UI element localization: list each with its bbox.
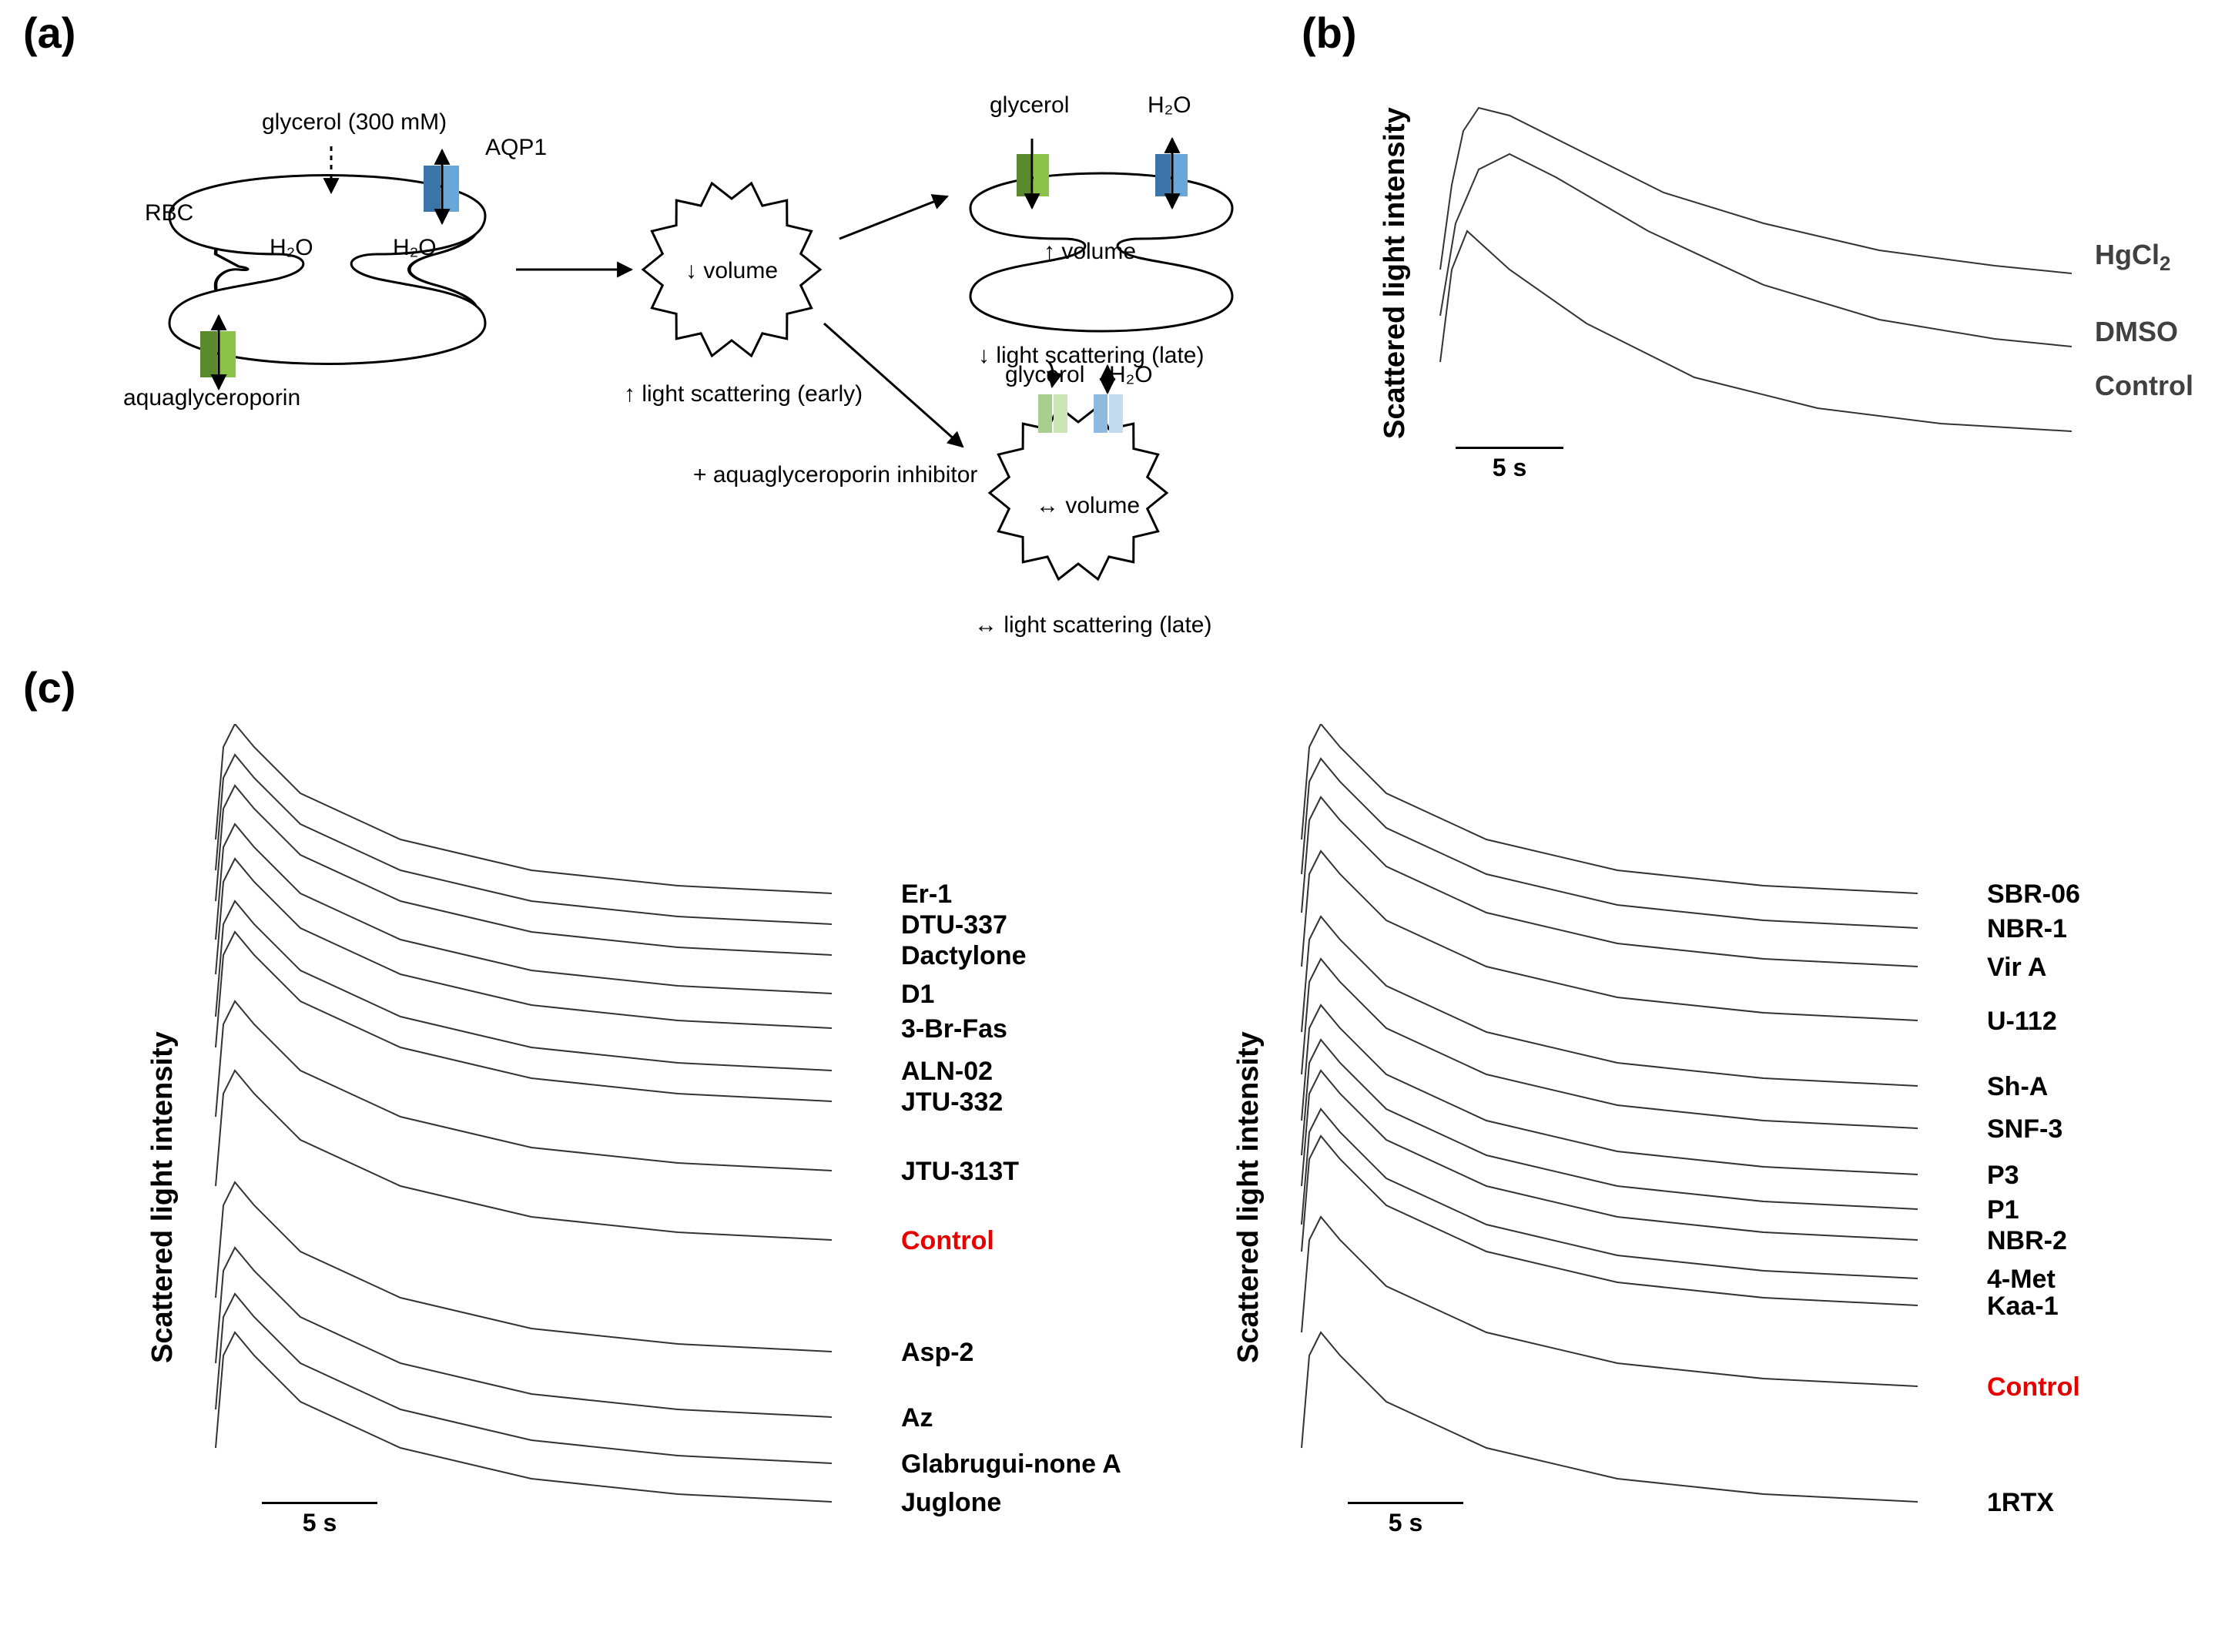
label-SNF-3: SNF-3 (1987, 1114, 2062, 1144)
aqp1-label: AQP1 (485, 135, 547, 161)
panel-a-diagram: glycerol (300 mM) AQP1 RBC H₂O H₂O aquag… (100, 77, 1302, 647)
h2o-4: H₂O (1109, 362, 1153, 388)
trace-Control (1440, 231, 2072, 431)
label-3-Br-Fas: 3-Br-Fas (901, 1014, 1007, 1044)
rbc-1 (169, 146, 485, 389)
label-JTU-313T: JTU-313T (901, 1157, 1019, 1187)
label-NBR-1: NBR-1 (1987, 914, 2067, 944)
panel-c-left-svg (200, 724, 893, 1540)
label-1RTX: 1RTX (1987, 1488, 2054, 1518)
trace-Juglone (216, 1332, 832, 1502)
label-SBR-06: SBR-06 (1987, 880, 2080, 910)
trace-NBR-1 (1302, 759, 1918, 928)
trace-U-112 (1302, 851, 1918, 1020)
label-GlabruguinoneA: Glabrugui-none A (901, 1449, 1121, 1479)
label-DTU-337: DTU-337 (901, 910, 1007, 940)
label-ALN-02: ALN-02 (901, 1057, 993, 1087)
light-early: ↑ light scattering (early) (624, 381, 863, 407)
label-VirA: Vir A (1987, 953, 2046, 983)
panel-c-left-axis: Scattered light intensity (146, 1031, 179, 1363)
label-Asp-2: Asp-2 (901, 1338, 973, 1368)
h2o-1: H₂O (270, 235, 313, 261)
trace-JTU-313T (216, 1001, 832, 1171)
panel-c-right-svg (1286, 724, 1979, 1540)
trace-Er-1 (216, 724, 832, 893)
panel-b-axis-title: Scattered light intensity (1379, 107, 1412, 439)
inhibitor-label: + aquaglyceroporin inhibitor (693, 462, 977, 488)
inhibited-cell (990, 362, 1167, 579)
panel-b-svg (1417, 69, 2110, 485)
label-Az: Az (901, 1403, 933, 1433)
trace-DMSO (1440, 154, 2072, 347)
panel-b-scalebar-text: 5 s (1456, 454, 1563, 482)
glycerol-label-3: glycerol (1005, 362, 1084, 388)
trace-P3 (1302, 1005, 1918, 1174)
label-JTU-332: JTU-332 (901, 1087, 1003, 1118)
panel-b-label: (b) (1302, 8, 1357, 58)
panel-c-left: Scattered light intensity Er-1DTU-337Dac… (131, 724, 1101, 1571)
aquaglyceroporin-label: aquaglyceroporin (123, 385, 300, 411)
label-D1: D1 (901, 980, 934, 1010)
panel-c-right-axis: Scattered light intensity (1232, 1031, 1265, 1363)
label-Kaa-1: Kaa-1 (1987, 1292, 2059, 1322)
panel-b-chart: Scattered light intensity HgCl2 DMSO Con… (1355, 62, 2203, 539)
h2o-2: H₂O (393, 235, 437, 261)
trace-SBR-06 (1302, 724, 1918, 893)
panel-c-left-scalebar: 5 s (262, 1502, 377, 1537)
panel-c-right-scalebar-text: 5 s (1348, 1509, 1463, 1537)
trace-3-Br-Fas (216, 859, 832, 1028)
label-Er-1: Er-1 (901, 880, 952, 910)
volume-down: ↓ volume (685, 258, 778, 284)
trace-Dactylone (216, 786, 832, 955)
label-Sh-A: Sh-A (1987, 1072, 2048, 1102)
panel-c-right-scalebar: 5 s (1348, 1502, 1463, 1537)
trace-DTU-337 (216, 755, 832, 924)
trace-GlabruguinoneA (216, 1294, 832, 1463)
label-U-112: U-112 (1987, 1007, 2057, 1037)
glycerol-300: glycerol (300 mM) (262, 109, 447, 136)
panel-c-chart: Scattered light intensity Er-1DTU-337Dac… (46, 693, 2203, 1633)
h2o-3: H₂O (1148, 92, 1191, 119)
trace-Az (216, 1248, 832, 1417)
trace-ALN-02 (216, 901, 832, 1071)
trace-VirA (1302, 797, 1918, 967)
glycerol-label-2: glycerol (990, 92, 1069, 119)
volume-up: ↑ volume (1044, 239, 1136, 265)
label-Dactylone: Dactylone (901, 941, 1027, 971)
panel-b-scalebar: 5 s (1456, 447, 1563, 482)
label-Control: Control (901, 1226, 994, 1256)
label-hgcl2: HgCl2 (2095, 239, 2170, 276)
trace-HgCl2 (1440, 108, 2072, 273)
volume-same: ↔ volume (1036, 493, 1140, 519)
label-4-Met: 4-Met (1987, 1265, 2056, 1295)
trace-SNF-3 (1302, 959, 1918, 1128)
panel-c-left-scalebar-text: 5 s (262, 1509, 377, 1537)
label-P3: P3 (1987, 1161, 2019, 1191)
label-NBR-2: NBR-2 (1987, 1226, 2067, 1256)
rbc-label: RBC (145, 200, 193, 226)
label-control: Control (2095, 370, 2193, 402)
label-Control: Control (1987, 1372, 2080, 1402)
trace-NBR-2 (1302, 1071, 1918, 1240)
panel-a-label: (a) (23, 8, 75, 58)
panel-c-right: Scattered light intensity SBR-06 NBR-1 Vir… (1217, 724, 2187, 1571)
label-dmso: DMSO (2095, 316, 2178, 348)
trace-1RTX (1302, 1332, 1918, 1502)
trace-Asp-2 (216, 1182, 832, 1352)
trace-4-Met (1302, 1109, 1918, 1278)
light-late-same: ↔ light scattering (late) (974, 612, 1211, 638)
label-P1: P1 (1987, 1195, 2019, 1225)
rbc-2 (970, 139, 1232, 331)
trace-JTU-332 (216, 932, 832, 1101)
trace-Kaa-1 (1302, 1136, 1918, 1305)
label-Juglone: Juglone (901, 1488, 1001, 1518)
trace-D1 (216, 824, 832, 994)
